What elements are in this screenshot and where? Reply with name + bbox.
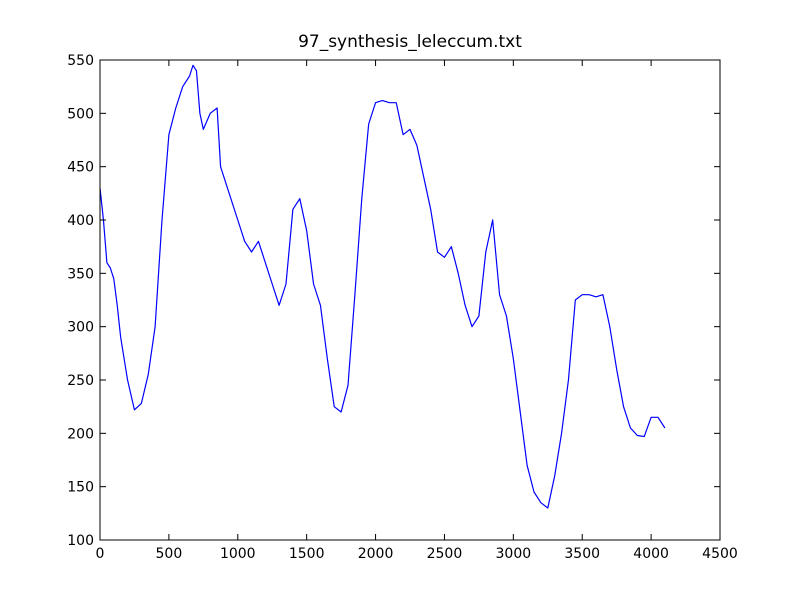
y-tick-label: 550 xyxy=(67,53,94,69)
x-tick-label: 2500 xyxy=(427,546,463,562)
y-tick-label: 100 xyxy=(67,533,94,549)
y-tick-label: 200 xyxy=(67,426,94,442)
y-tick-label: 150 xyxy=(67,480,94,496)
data-line xyxy=(99,64,666,509)
x-tick-label: 1500 xyxy=(289,546,325,562)
y-tick-label: 250 xyxy=(67,373,94,389)
x-tick-label: 500 xyxy=(156,546,183,562)
x-tick-label: 3500 xyxy=(564,546,600,562)
x-tick-label: 2000 xyxy=(358,546,394,562)
y-tick-label: 500 xyxy=(67,106,94,122)
y-tick-label: 400 xyxy=(67,213,94,229)
x-tick-label: 4500 xyxy=(702,546,738,562)
x-tick-label: 4000 xyxy=(633,546,669,562)
x-tick-label: 0 xyxy=(96,546,105,562)
chart-title: 97_synthesis_leleccum.txt xyxy=(298,32,522,52)
y-tick-label: 450 xyxy=(67,160,94,176)
y-tick-label: 350 xyxy=(67,266,94,282)
x-tick-label: 1000 xyxy=(220,546,256,562)
plot-frame xyxy=(99,59,721,541)
x-tick-label: 3000 xyxy=(496,546,532,562)
y-tick-label: 300 xyxy=(67,320,94,336)
